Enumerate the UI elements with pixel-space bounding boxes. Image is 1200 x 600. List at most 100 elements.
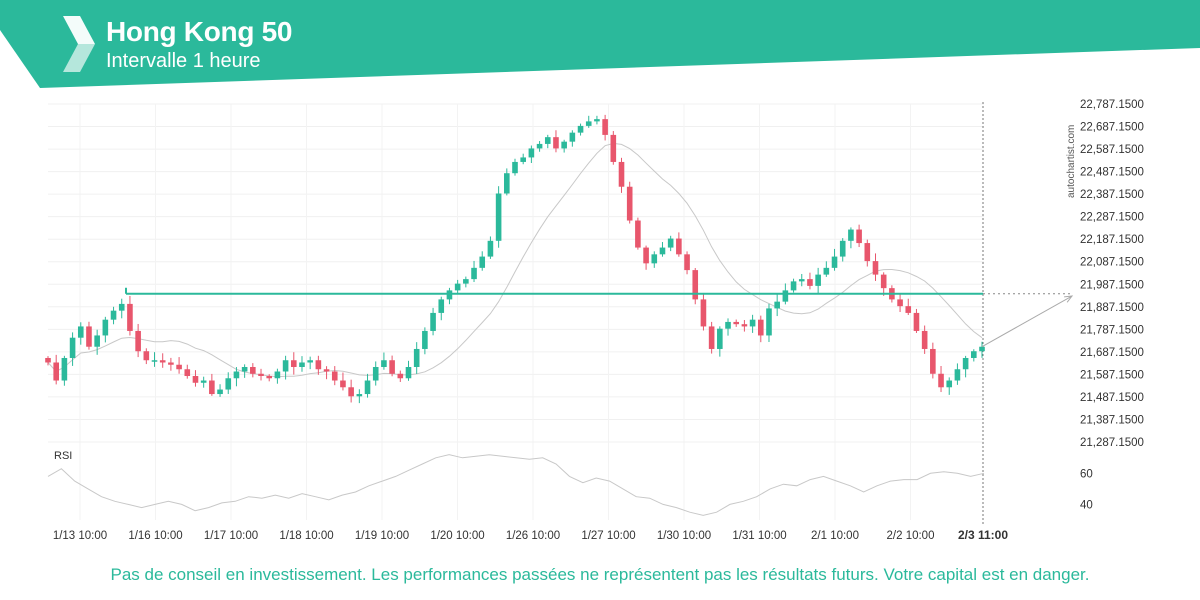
candle [364, 373, 371, 398]
candle [127, 295, 133, 336]
x-tick-label: 2/1 10:00 [811, 530, 859, 542]
candle [725, 318, 731, 336]
candle [553, 130, 559, 153]
candle [340, 372, 346, 391]
candle [717, 326, 723, 357]
chart-interval-subtitle: Intervalle 1 heure [106, 50, 261, 72]
rsi-tick-label: 60 [1080, 468, 1093, 480]
candlestick-series [45, 114, 985, 404]
candle [684, 251, 690, 275]
y-tick-label: 22,287.1500 [1080, 212, 1144, 224]
candle [323, 366, 330, 380]
x-tick-label: 1/26 10:00 [506, 530, 560, 542]
x-tick-label: 1/27 10:00 [581, 530, 635, 542]
candle [282, 355, 289, 380]
candle [77, 322, 84, 345]
candle [258, 368, 264, 381]
candle [528, 145, 535, 164]
candle [676, 232, 682, 257]
rsi-tick-label: 40 [1080, 499, 1093, 511]
candle [757, 315, 764, 343]
candle [954, 363, 961, 385]
y-tick-label: 21,987.1500 [1080, 279, 1144, 291]
candle [250, 363, 256, 378]
x-tick-label: 2/2 10:00 [887, 530, 935, 542]
rsi-label: RSI [54, 450, 72, 462]
disclaimer-text: Pas de conseil en investissement. Les pe… [110, 565, 1090, 584]
candle [331, 366, 338, 386]
candle [536, 141, 543, 152]
candle [913, 308, 920, 333]
candle [86, 321, 92, 350]
candle [356, 389, 363, 404]
candle [700, 292, 707, 331]
candle [53, 354, 59, 385]
candle [561, 139, 567, 153]
y-tick-label: 22,387.1500 [1080, 189, 1144, 201]
candle [159, 353, 166, 368]
x-tick-label: 1/30 10:00 [657, 530, 711, 542]
candle [110, 306, 117, 325]
candle [766, 303, 772, 342]
candle [872, 253, 879, 281]
x-tick-label: 1/18 10:00 [279, 530, 333, 542]
candle [946, 377, 953, 395]
candle [315, 355, 322, 375]
candle [397, 370, 404, 382]
candle [520, 153, 526, 165]
candle [823, 261, 830, 277]
candle [200, 376, 207, 388]
candle [807, 272, 813, 290]
candle [880, 272, 887, 296]
candle [217, 384, 223, 397]
candle [626, 181, 633, 224]
candle [733, 319, 740, 327]
y-tick-label: 21,787.1500 [1080, 324, 1144, 336]
candle [299, 356, 305, 372]
candle [643, 245, 649, 270]
candle [774, 293, 780, 317]
candle [790, 278, 797, 293]
x-tick-label: 1/31 10:00 [732, 530, 786, 542]
candle [577, 123, 584, 136]
candle [290, 352, 297, 375]
candle [512, 158, 518, 176]
y-tick-label: 22,087.1500 [1080, 257, 1144, 269]
candle [544, 134, 551, 149]
watermark-text: autochartist.com [1066, 125, 1077, 198]
candle [594, 115, 600, 125]
candle [94, 329, 100, 355]
candle [389, 355, 395, 377]
y-tick-label: 21,487.1500 [1080, 392, 1144, 404]
x-tick-label: 1/17 10:00 [204, 530, 258, 542]
candle [856, 224, 862, 248]
candle [864, 239, 871, 267]
candle [815, 267, 821, 294]
autochartist-logo-icon [63, 16, 95, 72]
candle [184, 364, 191, 379]
candle [274, 368, 281, 384]
candle [405, 360, 412, 381]
candle [585, 115, 592, 128]
candle [749, 314, 756, 333]
candle [471, 260, 477, 283]
candle [438, 296, 445, 321]
rsi-line [47, 454, 985, 516]
y-tick-label: 21,887.1500 [1080, 302, 1144, 314]
candle [446, 287, 453, 305]
forecast-projection [981, 295, 1074, 348]
candle [381, 352, 387, 370]
x-tick-label: 1/16 10:00 [128, 530, 182, 542]
y-tick-label: 22,687.1500 [1080, 122, 1144, 134]
candle [307, 356, 313, 370]
candle [45, 356, 51, 366]
x-tick-label: 1/13 10:00 [53, 530, 107, 542]
candle [979, 341, 985, 358]
candle [151, 352, 158, 367]
candle [504, 168, 510, 196]
y-tick-label: 22,487.1500 [1080, 167, 1144, 179]
y-tick-label: 22,187.1500 [1080, 234, 1144, 246]
y-tick-label: 21,287.1500 [1080, 437, 1144, 449]
candle [930, 342, 936, 379]
candle [454, 279, 461, 294]
